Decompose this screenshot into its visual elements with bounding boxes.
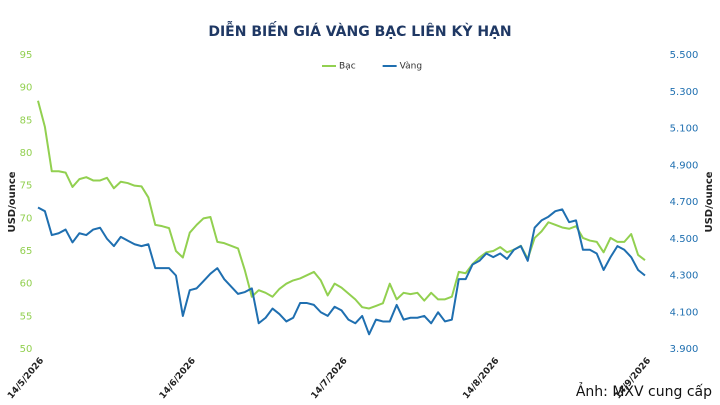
x-tick-label: 14/8/2026 <box>461 356 501 401</box>
y-tick-label: 75 <box>20 181 33 192</box>
caption: Ảnh: MXV cung cấp <box>576 382 712 400</box>
y2-axis-label: USD/ounce <box>704 171 715 232</box>
y2-tick-label: 4.500 <box>670 234 699 245</box>
series-line <box>37 206 646 336</box>
chart-title: DIỄN BIẾN GIÁ VÀNG BẠC LIÊN KỲ HẠN <box>208 21 511 40</box>
y2-tick-label: 5.500 <box>670 50 699 61</box>
y2-tick-label: 4.900 <box>670 160 699 171</box>
x-tick-label: 14/5/2026 <box>6 356 46 401</box>
y-tick-label: 85 <box>20 115 33 126</box>
y-tick-label: 65 <box>20 246 33 257</box>
y-tick-label: 55 <box>20 311 33 322</box>
y2-tick-label: 4.300 <box>670 271 699 282</box>
y-tick-label: 50 <box>20 344 33 355</box>
y-tick-label: 95 <box>20 50 33 61</box>
y2-tick-label: 5.100 <box>670 124 699 135</box>
y-tick-label: 60 <box>20 279 33 290</box>
y2-tick-label: 4.100 <box>670 307 699 318</box>
y2-tick-label: 3.900 <box>670 344 699 355</box>
legend-label: Bạc <box>339 62 356 72</box>
legend-label: Vàng <box>400 62 422 72</box>
y2-tick-label: 4.700 <box>670 197 699 208</box>
y-axis-label: USD/ounce <box>7 171 18 232</box>
x-tick-label: 14/6/2026 <box>158 356 198 401</box>
y-tick-label: 90 <box>20 83 33 94</box>
y2-tick-label: 5.300 <box>670 87 699 98</box>
x-tick-label: 14/7/2026 <box>310 356 350 401</box>
y-tick-label: 70 <box>20 213 33 224</box>
series-line <box>37 100 646 310</box>
y-tick-label: 80 <box>20 148 33 159</box>
